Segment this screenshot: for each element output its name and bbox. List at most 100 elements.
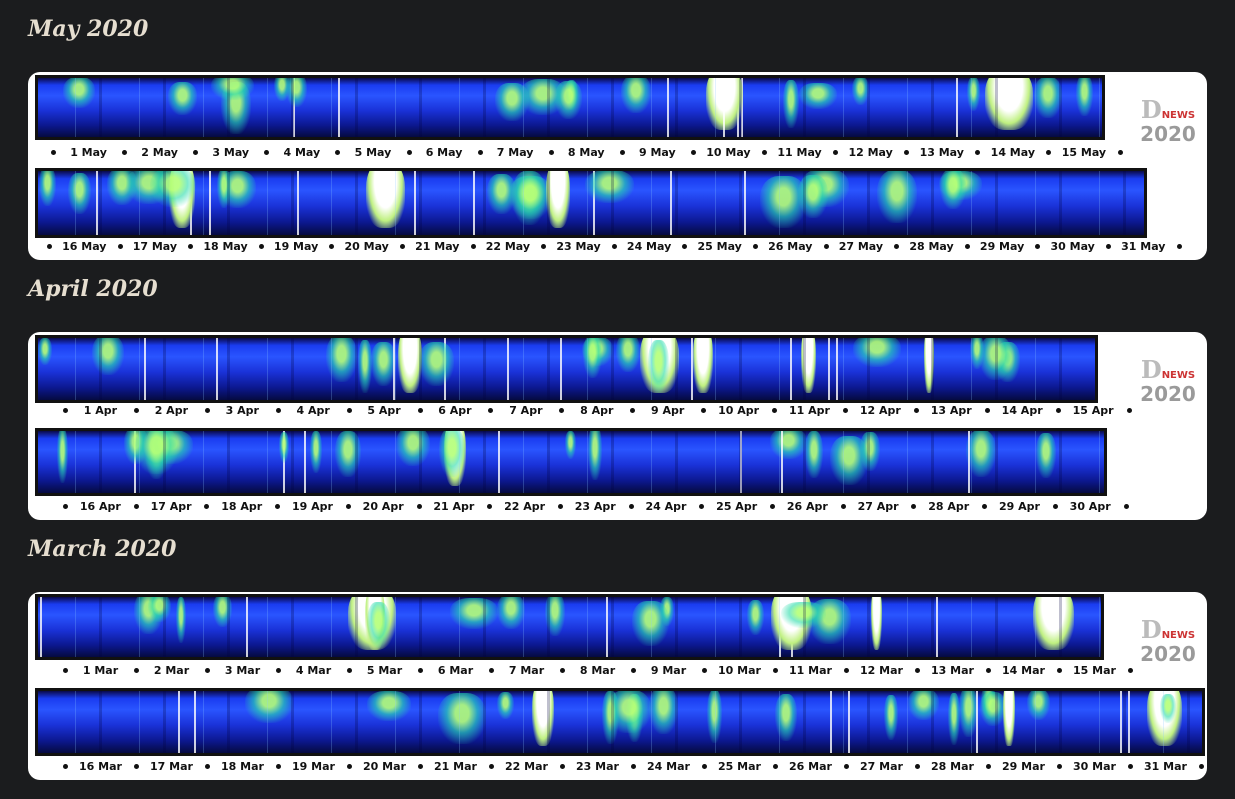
spectrogram-burst: [798, 175, 829, 219]
date-label: 23 May: [556, 240, 601, 253]
spectrogram-burst: [123, 431, 148, 464]
spectrogram-burst: [760, 175, 807, 229]
bullet: [134, 764, 139, 769]
spectrogram-burst: [367, 691, 411, 722]
bullet: [63, 764, 68, 769]
date-label: 22 Apr: [504, 500, 546, 513]
spectrogram-burst: [769, 431, 808, 459]
bullet: [984, 408, 990, 413]
bullet: [63, 668, 68, 673]
spectrogram-streak: [736, 78, 739, 137]
spectrogram-streak: [392, 338, 395, 400]
spectrogram-burst: [347, 597, 396, 650]
date-label: 9 Mar: [650, 664, 687, 677]
date-label: 7 May: [496, 146, 534, 159]
bullet: [400, 244, 405, 249]
date-label: 2 Apr: [154, 404, 188, 417]
spectrogram-streak: [836, 338, 839, 400]
date-label: 31 May: [1121, 240, 1166, 253]
date-label: 5 May: [354, 146, 392, 159]
date-label: 28 May: [909, 240, 954, 253]
bullet: [417, 408, 423, 413]
date-label: 18 Apr: [221, 500, 263, 513]
date-label: 24 Mar: [647, 760, 690, 773]
spectrogram-burst: [496, 597, 526, 630]
spectrogram-streak: [507, 338, 510, 400]
bullet: [51, 150, 56, 155]
spectrogram-streak: [338, 78, 341, 137]
bullet: [699, 504, 705, 509]
spectrogram-streak: [39, 597, 42, 657]
spectrogram-burst: [92, 338, 124, 375]
spectrogram-streak: [828, 338, 830, 400]
spectrogram-burst: [660, 597, 674, 626]
spectrogram-streak: [741, 78, 744, 137]
date-label: 22 May: [485, 240, 531, 253]
spectrogram-burst: [852, 78, 869, 105]
spectrogram-burst: [966, 78, 980, 111]
spectrogram: [35, 428, 1107, 496]
date-label: 6 Apr: [438, 404, 472, 417]
bullet: [488, 408, 494, 413]
spectrogram-burst: [774, 693, 797, 741]
date-label: 5 Apr: [367, 404, 401, 417]
spectrogram-burst: [965, 431, 997, 477]
bullet: [205, 764, 210, 769]
spectrogram-burst: [418, 342, 455, 386]
spectrogram-burst: [649, 691, 679, 735]
bullet: [894, 244, 900, 249]
spectrogram-burst: [640, 338, 680, 393]
bullet: [911, 504, 917, 509]
spectrogram-streak: [283, 431, 286, 493]
bullet: [1123, 504, 1129, 509]
bullet: [63, 504, 68, 509]
spectrogram-burst: [801, 171, 849, 207]
date-label: 11 Apr: [788, 404, 830, 417]
spectrogram-burst: [168, 81, 197, 115]
bullet: [753, 244, 758, 249]
spectrogram-burst: [859, 432, 880, 472]
logo-word: NEWS: [1161, 370, 1196, 381]
spectrogram-streak: [143, 338, 146, 400]
bullet: [619, 150, 625, 155]
date-label: 4 Mar: [295, 664, 332, 677]
date-label: 4 May: [283, 146, 321, 159]
spectrogram-burst: [1036, 433, 1057, 478]
spectrogram-burst: [616, 338, 640, 373]
bullet: [682, 244, 688, 249]
spectrogram-burst: [211, 78, 255, 101]
spectrogram-burst: [358, 339, 372, 394]
spectrogram-burst: [38, 171, 56, 207]
date-label: 13 May: [919, 146, 964, 159]
spectrogram-burst: [544, 597, 565, 637]
spectrogram-burst: [495, 82, 529, 121]
spectrogram-burst: [212, 597, 233, 628]
spectrogram-streak: [293, 78, 296, 137]
spectrogram-burst: [801, 338, 817, 393]
bullet: [188, 244, 194, 249]
bullet: [418, 668, 423, 673]
spectrogram-streak: [670, 171, 673, 235]
date-label: 30 Apr: [1069, 500, 1111, 513]
spectrogram-burst: [1076, 78, 1093, 116]
date-label: 1 Apr: [83, 404, 118, 417]
date-label: 12 May: [848, 146, 893, 159]
spectrogram-burst: [582, 338, 603, 379]
spectrogram-streak: [848, 691, 851, 753]
date-label: 31 Mar: [1144, 760, 1187, 773]
bullet: [133, 504, 139, 509]
spectrogram-burst: [148, 431, 193, 464]
date-label: 26 Apr: [786, 500, 828, 513]
spectrogram-burst: [325, 338, 358, 383]
spectrogram-streak: [956, 78, 959, 137]
spectrogram-burst: [805, 431, 824, 479]
bullet: [762, 150, 767, 155]
spectrogram-streak: [95, 171, 98, 235]
spectrogram-streak: [303, 431, 306, 493]
spectrogram-streak: [829, 691, 832, 753]
bullet: [134, 668, 139, 673]
spectrogram-burst: [508, 175, 552, 220]
date-label: 25 May: [697, 240, 742, 253]
date-label: 29 Apr: [998, 500, 1040, 513]
bullet: [347, 764, 352, 769]
